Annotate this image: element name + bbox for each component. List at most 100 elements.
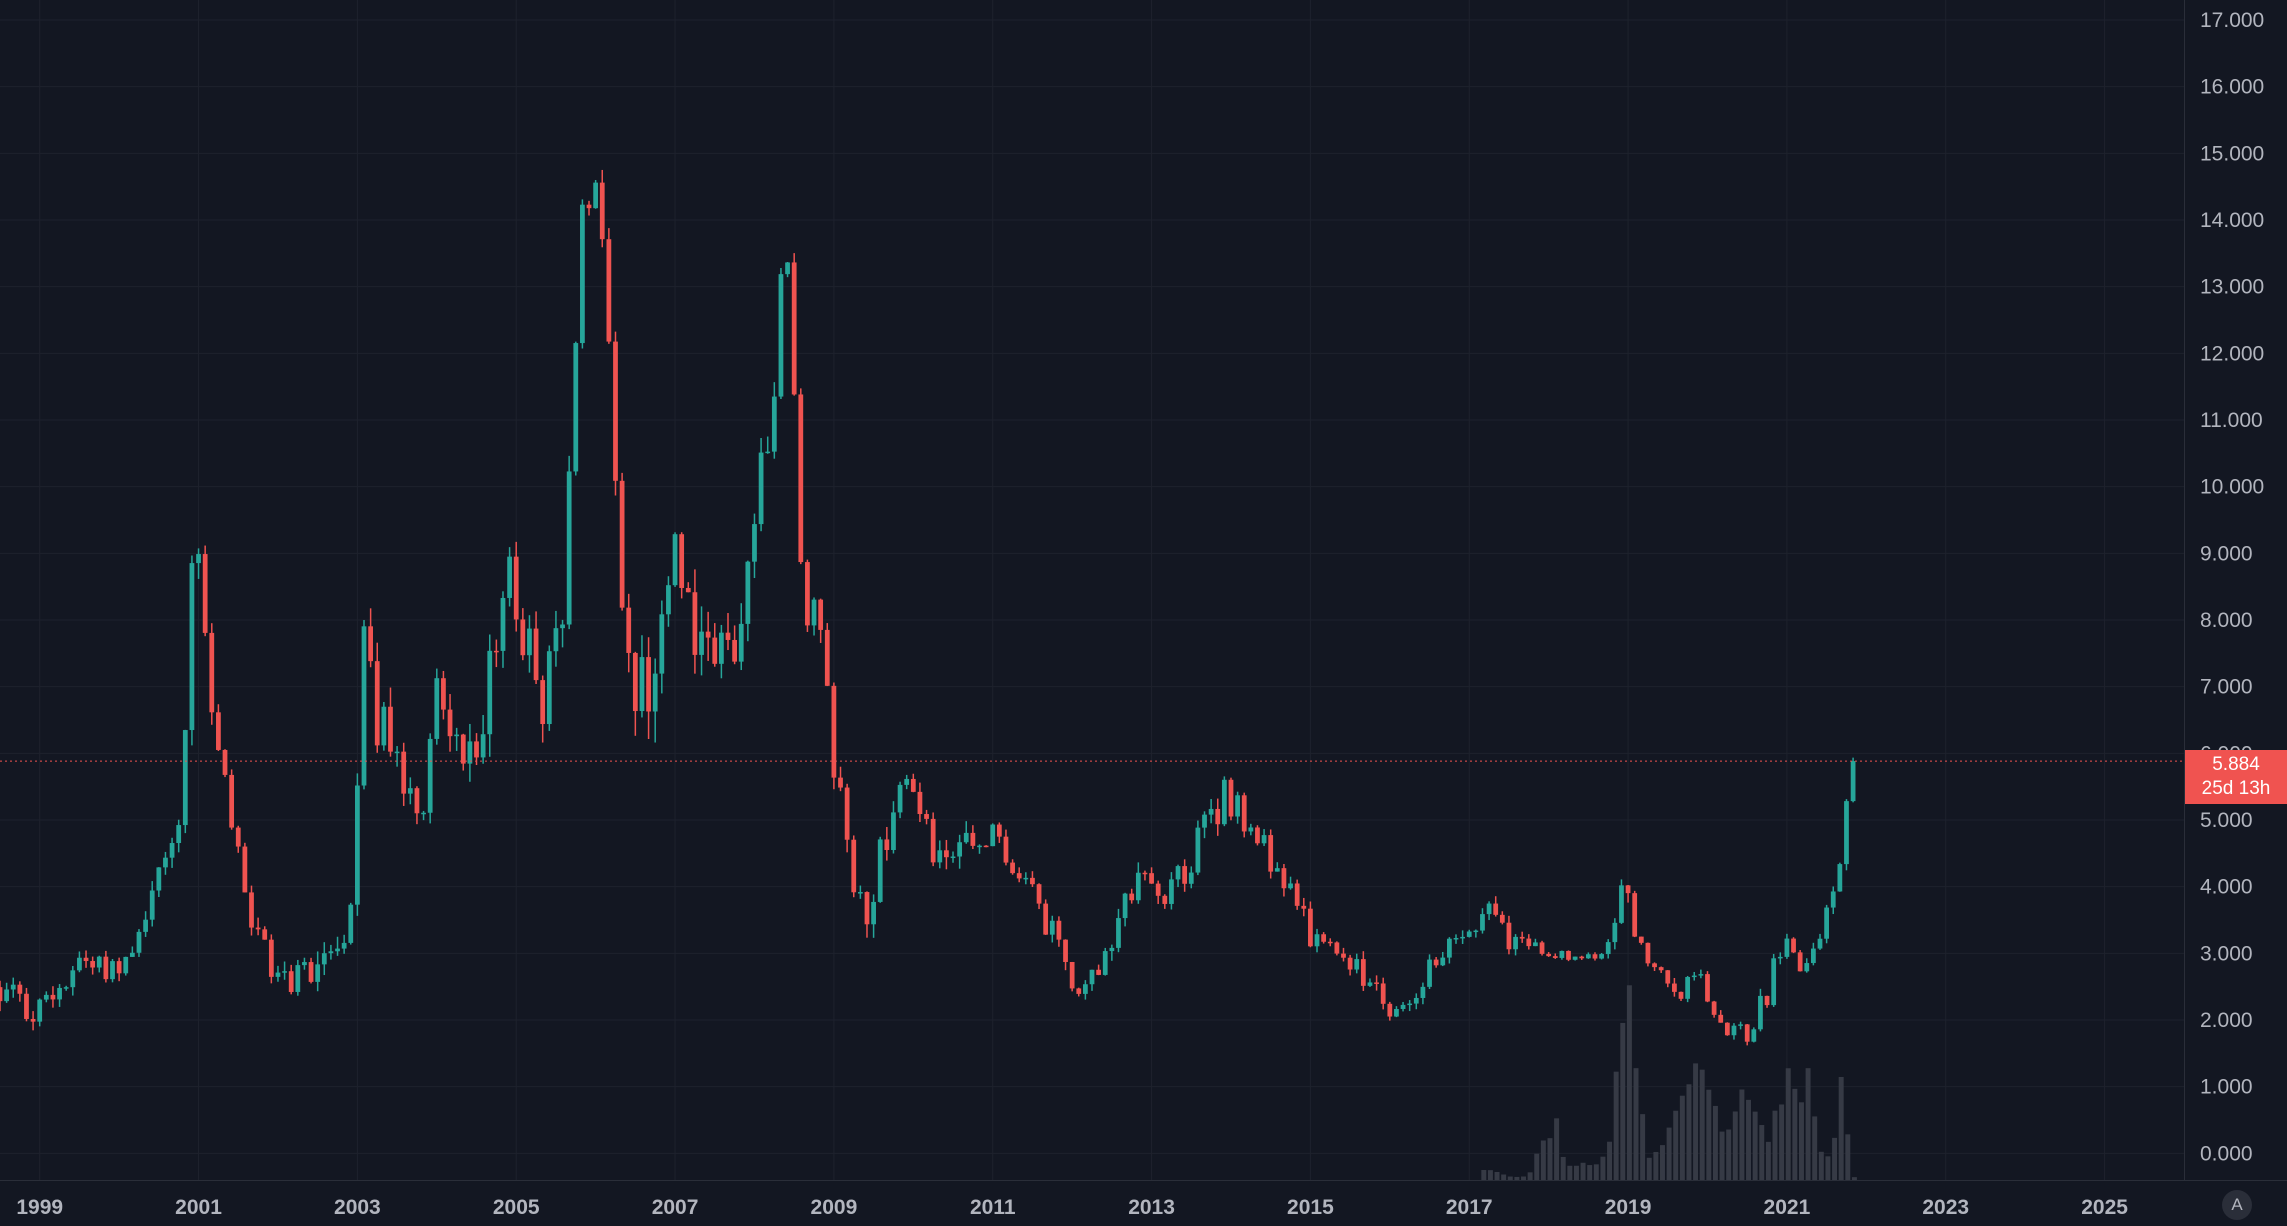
candle-body xyxy=(182,730,188,826)
volume-bar xyxy=(1554,1118,1560,1180)
candle-body xyxy=(586,204,592,209)
candle-body xyxy=(1374,982,1379,984)
candle-body xyxy=(414,788,420,814)
candle-body xyxy=(427,738,433,813)
candle-body xyxy=(176,825,182,844)
candle-body xyxy=(1473,930,1479,933)
volume-bars xyxy=(1481,985,1857,1180)
candle-body xyxy=(1453,938,1459,940)
candle-body xyxy=(1122,893,1128,919)
candle-body xyxy=(778,274,784,397)
candle-series xyxy=(0,169,1856,1046)
candle-body xyxy=(507,556,512,598)
candle-body xyxy=(1281,868,1287,889)
volume-bar xyxy=(1759,1125,1765,1180)
candle-body xyxy=(1546,953,1552,957)
time-tick-label: 2003 xyxy=(334,1196,381,1219)
candle-body xyxy=(950,856,956,859)
candle-body xyxy=(765,451,771,454)
time-tick-label: 2011 xyxy=(970,1196,1016,1219)
candle-body xyxy=(255,927,261,930)
candle-body xyxy=(1301,905,1307,909)
volume-bar xyxy=(1600,1156,1606,1180)
candle-body xyxy=(1731,1025,1737,1036)
candle-body xyxy=(732,639,738,662)
candle-body xyxy=(1023,877,1029,880)
volume-bar xyxy=(1726,1129,1732,1180)
candle-body xyxy=(679,534,685,588)
time-axis[interactable]: 1999 2001 2003 2005 2007 2009 2011 2013 2015 2017… xyxy=(16,1196,2128,1219)
candle-body xyxy=(1109,947,1115,952)
volume-bar xyxy=(1501,1174,1507,1180)
candle-body xyxy=(957,842,963,857)
candle-body xyxy=(1678,991,1684,999)
candle-body xyxy=(1579,956,1585,959)
candle-body xyxy=(1294,883,1300,906)
candle-body xyxy=(1142,872,1148,875)
candle-body xyxy=(1625,885,1631,894)
candle-body xyxy=(745,561,751,624)
candle-body xyxy=(500,597,506,651)
volume-bar xyxy=(1739,1089,1745,1180)
candle-body xyxy=(1413,997,1419,1004)
candle-body xyxy=(811,599,817,626)
volume-bar xyxy=(1514,1176,1520,1180)
candle-body xyxy=(632,652,638,712)
candle-body xyxy=(249,892,254,928)
candle-body xyxy=(335,948,340,952)
candle-body xyxy=(930,818,936,863)
price-tick-label: 0.000 xyxy=(2200,1142,2253,1165)
volume-bar xyxy=(1547,1138,1553,1180)
candle-body xyxy=(1241,795,1247,832)
volume-bar xyxy=(1851,1177,1857,1180)
candle-body xyxy=(712,637,718,664)
volume-bar xyxy=(1633,1068,1639,1180)
candle-body xyxy=(77,957,82,971)
candle-body xyxy=(1552,956,1558,958)
candle-body xyxy=(990,824,996,847)
candle-body xyxy=(407,788,413,794)
volume-bar xyxy=(1792,1088,1798,1180)
candle-body xyxy=(235,827,241,847)
candle-body xyxy=(302,962,307,966)
candle-body xyxy=(1705,974,1710,1002)
price-axis[interactable]: 17.000 16.000 15.000 14.000 13.000 12.000 11.0… xyxy=(2200,9,2264,1165)
candle-body xyxy=(1539,942,1545,954)
candle-body xyxy=(692,592,698,655)
candle-body xyxy=(613,341,618,481)
time-tick-label: 1999 xyxy=(16,1196,63,1219)
candle-body xyxy=(1155,883,1161,896)
candle-body xyxy=(1605,942,1611,955)
auto-scale-button[interactable]: A xyxy=(2222,1190,2252,1220)
candle-body xyxy=(1327,941,1333,944)
volume-bar xyxy=(1805,1068,1811,1180)
candle-body xyxy=(1182,866,1188,884)
price-tick-label: 15.000 xyxy=(2200,142,2264,165)
price-tick-label: 9.000 xyxy=(2200,542,2253,565)
candle-body xyxy=(546,651,552,725)
candle-body xyxy=(487,650,493,735)
candle-body xyxy=(1724,1022,1730,1036)
candle-body xyxy=(295,965,301,992)
candle-body xyxy=(308,962,314,982)
candle-body xyxy=(838,777,843,788)
candle-body xyxy=(646,657,651,712)
time-tick-label: 2025 xyxy=(2081,1196,2128,1219)
last-price-badge: 5.884 25d 13h xyxy=(2185,750,2287,804)
volume-bar xyxy=(1660,1145,1665,1180)
candle-body xyxy=(1777,956,1783,959)
candle-body xyxy=(1096,969,1102,975)
candle-body xyxy=(83,957,89,962)
candle-body xyxy=(43,994,49,1000)
candle-body xyxy=(1380,983,1386,1004)
candle-body xyxy=(202,554,208,633)
candle-body xyxy=(791,262,797,395)
candle-body xyxy=(1089,969,1095,985)
candle-body xyxy=(599,182,605,240)
candle-body xyxy=(0,987,3,1002)
candle-body xyxy=(1407,1003,1413,1006)
candle-body xyxy=(533,628,539,681)
candle-body xyxy=(1354,959,1360,970)
candle-body xyxy=(699,631,704,655)
